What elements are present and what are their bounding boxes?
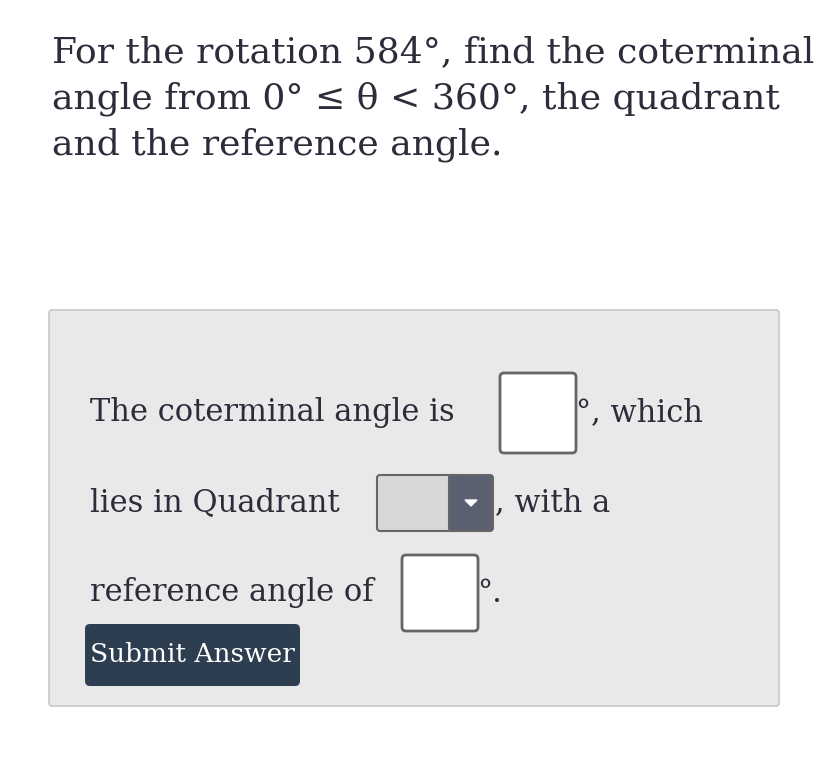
Text: lies in Quadrant: lies in Quadrant xyxy=(90,488,339,519)
FancyBboxPatch shape xyxy=(402,555,477,631)
Text: and the reference angle.: and the reference angle. xyxy=(52,127,502,162)
FancyBboxPatch shape xyxy=(500,373,576,453)
Text: For the rotation 584°, find the coterminal: For the rotation 584°, find the cotermin… xyxy=(52,35,814,69)
Text: The coterminal angle is: The coterminal angle is xyxy=(90,398,454,429)
FancyBboxPatch shape xyxy=(49,310,778,706)
Text: °.: °. xyxy=(476,578,501,609)
Text: angle from 0° ≤ θ < 360°, the quadrant: angle from 0° ≤ θ < 360°, the quadrant xyxy=(52,81,779,115)
Text: Submit Answer: Submit Answer xyxy=(90,642,294,668)
FancyBboxPatch shape xyxy=(448,475,492,531)
FancyBboxPatch shape xyxy=(376,475,458,531)
Text: °, which: °, which xyxy=(576,398,702,429)
Text: reference angle of: reference angle of xyxy=(90,578,373,609)
Polygon shape xyxy=(465,500,476,506)
FancyBboxPatch shape xyxy=(85,624,299,686)
Text: , with a: , with a xyxy=(495,488,609,519)
